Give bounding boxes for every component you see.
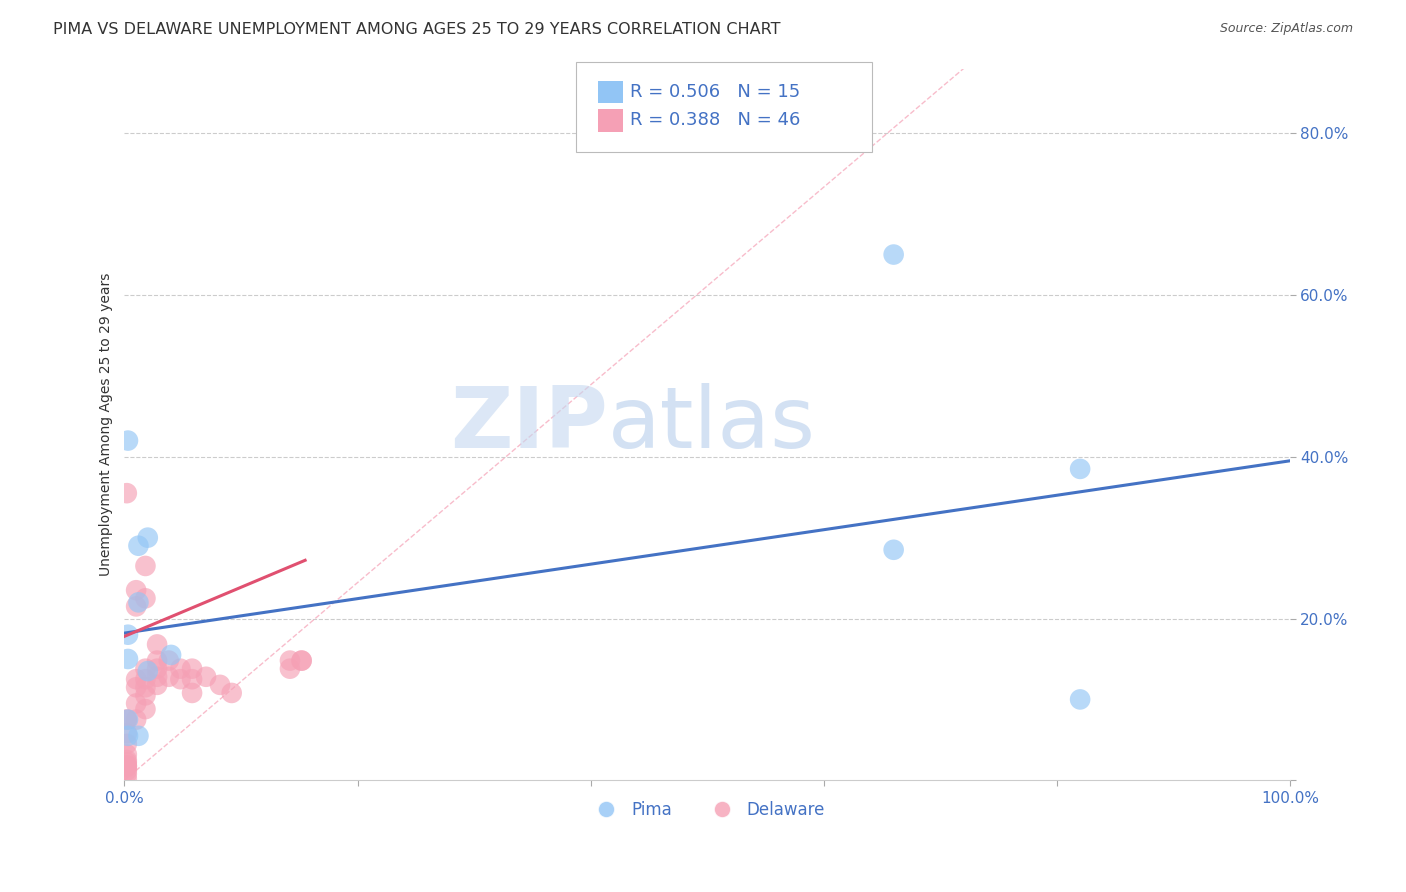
Point [134,702,156,716]
Text: ZIP: ZIP [450,383,609,466]
Point [1069,692,1091,706]
Point [115,758,138,772]
Point [195,670,218,684]
Text: R = 0.506   N = 15: R = 0.506 N = 15 [630,83,800,101]
Legend: Pima, Delaware: Pima, Delaware [582,794,832,825]
Text: R = 0.388   N = 46: R = 0.388 N = 46 [630,112,800,129]
Point [1069,462,1091,476]
Point [160,648,183,662]
Point [221,686,243,700]
Point [278,662,301,676]
Point [208,678,231,692]
Y-axis label: Unemployment Among Ages 25 to 29 years: Unemployment Among Ages 25 to 29 years [100,273,114,576]
Text: atlas: atlas [609,383,815,466]
Point [117,434,139,448]
Point [146,678,169,692]
Point [115,772,138,786]
Point [146,670,169,684]
Point [115,726,138,740]
Point [883,247,905,261]
Point [169,672,191,686]
Point [181,672,204,686]
Point [125,672,148,686]
Point [117,713,139,727]
Point [125,599,148,614]
Point [115,713,138,727]
Point [127,729,149,743]
Point [117,729,139,743]
Point [134,672,156,686]
Point [115,737,138,751]
Point [125,697,148,711]
Point [157,670,180,684]
Point [115,747,138,762]
Point [125,713,148,727]
Point [117,652,139,666]
Point [115,713,138,727]
Point [278,654,301,668]
Point [134,680,156,694]
Point [136,531,159,545]
Point [181,686,204,700]
Point [117,628,139,642]
Point [169,662,191,676]
Point [134,689,156,703]
Point [146,637,169,651]
Point [115,486,138,500]
Point [115,767,138,781]
Text: Source: ZipAtlas.com: Source: ZipAtlas.com [1219,22,1353,36]
Point [134,558,156,573]
Point [291,654,314,668]
Point [115,756,138,770]
Point [115,760,138,774]
Point [157,654,180,668]
Point [291,654,314,668]
Point [181,662,204,676]
Point [146,654,169,668]
Point [134,591,156,606]
Point [115,753,138,767]
Point [146,662,169,676]
Point [115,758,138,772]
Point [125,680,148,694]
Point [127,539,149,553]
Text: PIMA VS DELAWARE UNEMPLOYMENT AMONG AGES 25 TO 29 YEARS CORRELATION CHART: PIMA VS DELAWARE UNEMPLOYMENT AMONG AGES… [53,22,780,37]
Point [134,662,156,676]
Point [136,664,159,678]
Point [125,583,148,598]
Point [115,764,138,778]
Point [883,542,905,557]
Point [127,595,149,609]
